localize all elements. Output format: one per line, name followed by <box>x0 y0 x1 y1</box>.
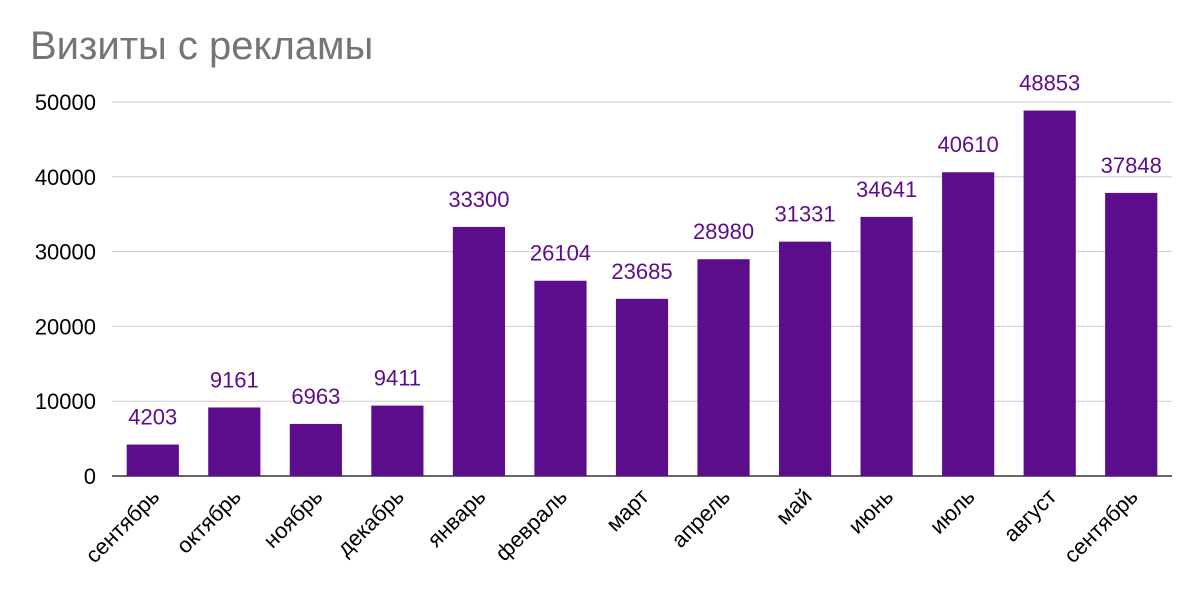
x-tick-label: декабрь <box>332 484 409 561</box>
bar <box>860 216 913 476</box>
y-tick-label: 0 <box>84 464 96 489</box>
chart-title: Визиты с рекламы <box>30 24 374 68</box>
data-label: 28980 <box>693 219 754 244</box>
data-label: 37848 <box>1101 153 1162 178</box>
bar <box>289 423 342 476</box>
bar <box>778 241 832 476</box>
x-tick-label: сентябрь <box>80 484 164 568</box>
bar <box>615 298 669 476</box>
bar <box>1023 110 1076 476</box>
y-axis-ticks: 0 10000 20000 30000 40000 50000 <box>35 90 96 489</box>
x-axis-ticks: сентябрь октябрь ноябрь декабрь январь феврал… <box>80 484 1142 568</box>
x-tick-label: октябрь <box>171 484 246 559</box>
data-label: 4203 <box>128 405 177 430</box>
y-tick-label: 40000 <box>35 165 96 190</box>
bar <box>1105 192 1158 476</box>
bar <box>697 259 750 476</box>
data-label: 23685 <box>611 259 672 284</box>
x-tick-label: ноябрь <box>258 484 327 553</box>
data-label: 40610 <box>938 132 999 157</box>
bar <box>126 444 179 476</box>
y-tick-label: 30000 <box>35 240 96 265</box>
bar <box>942 172 995 477</box>
data-label: 48853 <box>1019 71 1080 96</box>
x-tick-label: апрель <box>666 484 735 553</box>
bar <box>371 405 424 476</box>
x-tick-label: май <box>771 484 817 530</box>
y-tick-label: 10000 <box>35 389 96 414</box>
data-label: 6963 <box>291 384 340 409</box>
x-tick-label: июнь <box>843 484 898 539</box>
y-tick-label: 20000 <box>35 314 96 339</box>
bar <box>452 226 506 476</box>
x-tick-label: июль <box>925 484 980 539</box>
x-tick-label: январь <box>422 484 490 552</box>
bar <box>534 280 587 476</box>
data-label: 9411 <box>374 366 421 391</box>
bar <box>208 407 261 476</box>
data-label: 34641 <box>856 177 917 202</box>
y-tick-label: 50000 <box>35 90 96 115</box>
x-tick-label: февраль <box>490 484 572 566</box>
x-tick-label: август <box>998 484 1061 547</box>
x-tick-label: сентябрь <box>1059 484 1143 568</box>
data-label: 31331 <box>774 202 835 227</box>
data-label: 33300 <box>448 187 509 212</box>
x-tick-label: март <box>601 484 653 536</box>
data-labels: 4203 9161 6963 9411 33300 26104 23685 28980 3133… <box>128 71 1162 430</box>
bars <box>126 110 1158 477</box>
data-label: 26104 <box>530 241 591 266</box>
data-label: 9161 <box>210 367 259 392</box>
